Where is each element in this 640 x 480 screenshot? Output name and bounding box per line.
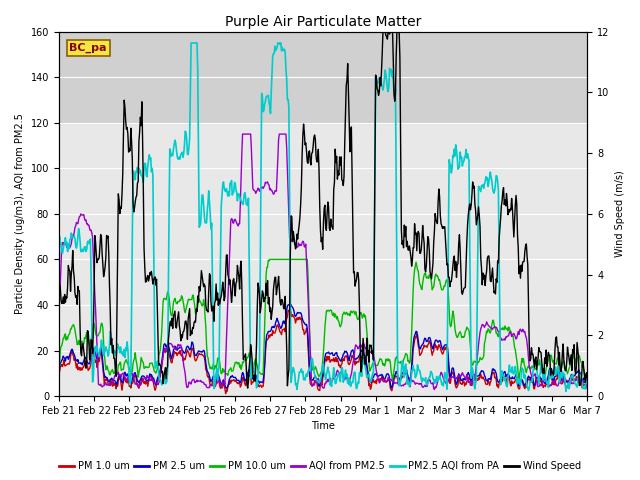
Text: BC_pa: BC_pa [69, 43, 107, 53]
Legend: PM 1.0 um, PM 2.5 um, PM 10.0 um, AQI from PM2.5, PM2.5 AQI from PA, Wind Speed: PM 1.0 um, PM 2.5 um, PM 10.0 um, AQI fr… [55, 457, 585, 475]
Bar [59, 32, 588, 123]
Title: Purple Air Particulate Matter: Purple Air Particulate Matter [225, 15, 421, 29]
Y-axis label: Particle Density (ug/m3), AQI from PM2.5: Particle Density (ug/m3), AQI from PM2.5 [15, 113, 25, 314]
X-axis label: Time: Time [311, 421, 335, 432]
Y-axis label: Wind Speed (m/s): Wind Speed (m/s) [615, 170, 625, 257]
